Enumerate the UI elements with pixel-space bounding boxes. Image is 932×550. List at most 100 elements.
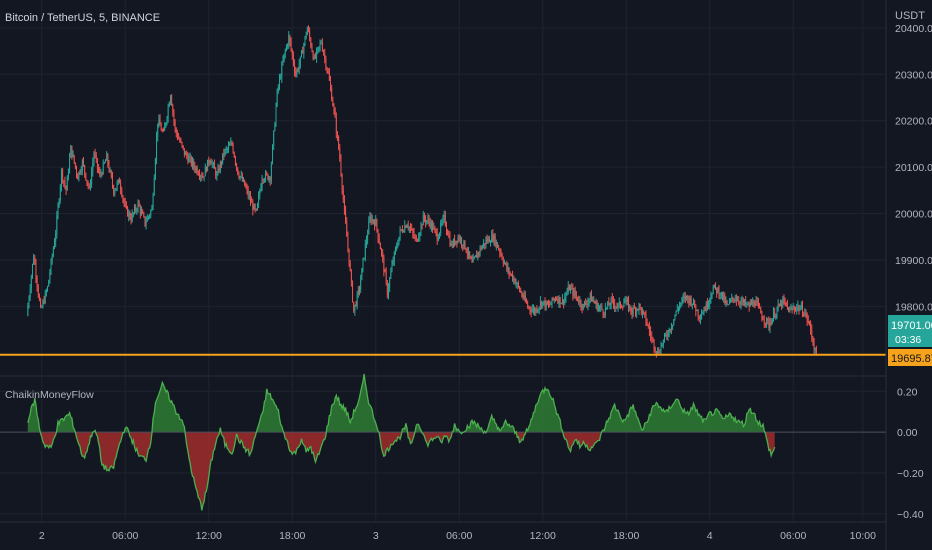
candle[interactable]	[749, 298, 751, 308]
candle[interactable]	[372, 219, 374, 225]
candle[interactable]	[391, 259, 393, 273]
candle[interactable]	[710, 291, 712, 304]
candle[interactable]	[593, 296, 595, 304]
candle[interactable]	[677, 306, 679, 314]
candle[interactable]	[350, 269, 352, 287]
candle[interactable]	[175, 127, 177, 138]
candle[interactable]	[814, 347, 816, 354]
candle[interactable]	[541, 300, 543, 310]
candle[interactable]	[659, 348, 661, 354]
candle[interactable]	[131, 209, 133, 223]
candle[interactable]	[777, 299, 779, 312]
candle[interactable]	[342, 185, 344, 203]
candle[interactable]	[100, 168, 102, 179]
candle[interactable]	[318, 46, 320, 53]
candle[interactable]	[713, 284, 715, 289]
candle[interactable]	[445, 221, 447, 236]
candle[interactable]	[522, 292, 524, 300]
candle[interactable]	[525, 298, 527, 304]
candle[interactable]	[101, 171, 103, 177]
candle[interactable]	[374, 218, 376, 231]
candle[interactable]	[327, 68, 329, 75]
candle[interactable]	[303, 42, 305, 59]
candle[interactable]	[641, 307, 643, 319]
candle[interactable]	[88, 183, 90, 190]
candle[interactable]	[305, 31, 307, 40]
candle[interactable]	[284, 48, 286, 59]
candle[interactable]	[798, 304, 800, 315]
candle[interactable]	[516, 281, 518, 290]
candle[interactable]	[442, 214, 444, 226]
candle[interactable]	[782, 295, 784, 309]
candle[interactable]	[748, 301, 750, 312]
candle[interactable]	[42, 299, 44, 309]
candle[interactable]	[218, 164, 220, 174]
candle[interactable]	[421, 223, 423, 230]
candle[interactable]	[626, 296, 628, 306]
candle[interactable]	[256, 202, 258, 211]
candle[interactable]	[152, 192, 154, 211]
candle[interactable]	[239, 175, 241, 181]
candle[interactable]	[658, 347, 660, 355]
candle[interactable]	[778, 303, 780, 307]
candle[interactable]	[240, 170, 242, 179]
candle[interactable]	[517, 280, 519, 289]
candle[interactable]	[653, 338, 655, 353]
candle[interactable]	[433, 222, 435, 231]
candle[interactable]	[527, 300, 529, 309]
candle[interactable]	[415, 234, 417, 243]
candle[interactable]	[537, 308, 539, 314]
candle[interactable]	[448, 230, 450, 239]
candle[interactable]	[346, 217, 348, 237]
candle[interactable]	[727, 303, 729, 306]
candle[interactable]	[575, 290, 577, 301]
candle[interactable]	[362, 257, 364, 273]
candle[interactable]	[471, 255, 473, 263]
candle[interactable]	[306, 26, 308, 36]
candle[interactable]	[545, 300, 547, 311]
candle[interactable]	[640, 306, 642, 316]
candle[interactable]	[225, 145, 227, 155]
candle[interactable]	[694, 299, 696, 308]
candle[interactable]	[781, 299, 783, 310]
candle[interactable]	[523, 290, 525, 301]
candle[interactable]	[297, 67, 299, 73]
candle[interactable]	[785, 302, 787, 307]
candle[interactable]	[799, 305, 801, 311]
candle[interactable]	[377, 228, 379, 244]
candle[interactable]	[636, 307, 638, 319]
candle[interactable]	[573, 287, 575, 299]
candle[interactable]	[249, 191, 251, 207]
candle[interactable]	[618, 297, 620, 309]
candle[interactable]	[494, 233, 496, 248]
candle[interactable]	[418, 232, 420, 242]
candle[interactable]	[360, 274, 362, 294]
candle[interactable]	[79, 169, 81, 176]
candle[interactable]	[98, 163, 100, 174]
candle[interactable]	[597, 302, 599, 313]
candle[interactable]	[638, 302, 640, 315]
candle[interactable]	[432, 220, 434, 234]
candle[interactable]	[574, 286, 576, 299]
candle[interactable]	[320, 40, 322, 45]
candle[interactable]	[532, 304, 534, 315]
candle[interactable]	[319, 39, 321, 52]
candle[interactable]	[294, 59, 296, 77]
candle[interactable]	[509, 271, 511, 276]
candle[interactable]	[585, 298, 587, 306]
candle[interactable]	[289, 34, 291, 47]
candle[interactable]	[29, 284, 31, 301]
candle[interactable]	[550, 301, 552, 306]
candle[interactable]	[738, 296, 740, 306]
candle[interactable]	[359, 285, 361, 296]
candle[interactable]	[764, 322, 766, 328]
candle[interactable]	[686, 295, 688, 301]
candle[interactable]	[459, 235, 461, 245]
candle[interactable]	[566, 287, 568, 296]
candle[interactable]	[441, 218, 443, 227]
candle[interactable]	[667, 329, 669, 341]
candle[interactable]	[570, 284, 572, 294]
candle[interactable]	[62, 167, 64, 184]
candle[interactable]	[222, 153, 224, 165]
